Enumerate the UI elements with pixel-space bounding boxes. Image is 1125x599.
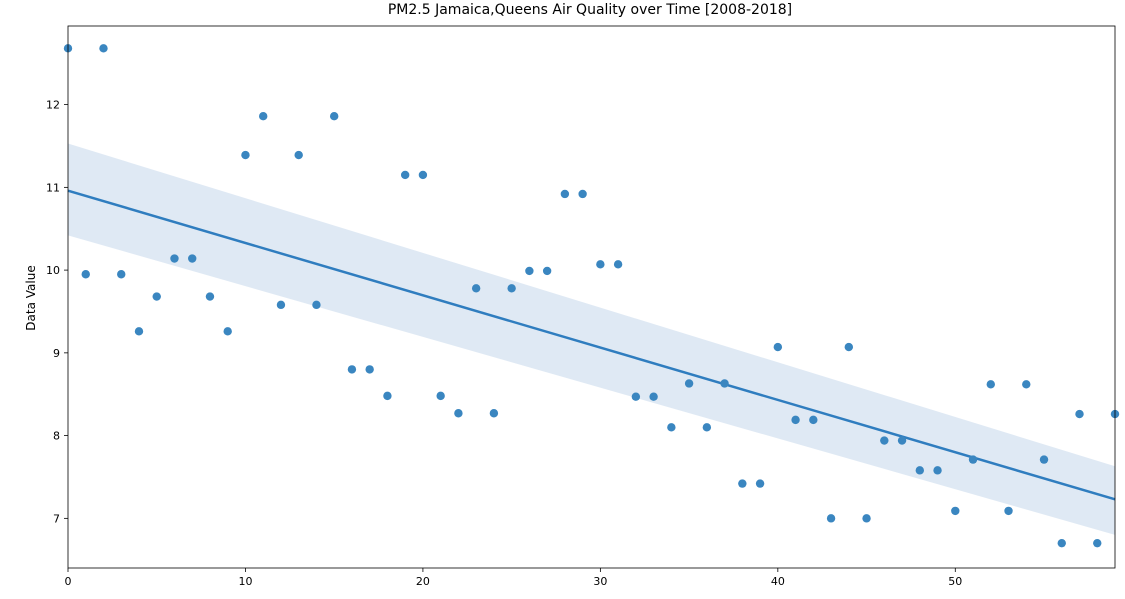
scatter-point [223,327,232,336]
y-tick-label: 7 [53,512,60,525]
chart-title: PM2.5 Jamaica,Queens Air Quality over Ti… [387,2,793,18]
scatter-point [791,415,800,425]
scatter-point [1075,409,1084,419]
scatter-points-layer [63,44,1120,548]
scatter-point [1057,538,1066,548]
confidence-band-layer [68,143,1115,535]
scatter-point [418,170,428,180]
x-tick-label: 50 [948,575,962,588]
scatter-point [596,260,605,269]
scatter-point [347,365,357,374]
scatter-point [436,391,445,401]
scatter-point [720,379,729,388]
scatter-point [613,260,623,269]
scatter-point [986,380,995,389]
scatter-point [915,466,924,475]
scatter-point [649,392,658,401]
scatter-point [1022,380,1031,389]
scatter-point [170,254,179,263]
y-tick-label: 9 [53,347,60,360]
regression-line [67,189,1116,501]
scatter-point [117,270,126,279]
scatter-point [880,436,889,445]
scatter-point [507,284,516,293]
scatter-point [400,170,410,180]
scatter-point [454,409,463,418]
scatter-point [294,150,303,160]
scatter-point [951,506,960,516]
scatter-point [365,365,374,374]
scatter-point [933,466,942,475]
scatter-point [631,392,641,401]
scatter-point [152,292,161,301]
x-tick-label: 20 [416,575,430,588]
scatter-point [684,379,694,388]
scatter-point [525,266,534,276]
scatter-point [809,415,818,425]
y-tick-label: 11 [46,181,60,194]
scatter-point [968,455,978,464]
scatter-point [329,111,339,121]
axes-layer: 0 10 20 30 40 50 7 8 9 10 11 12 [46,25,1116,588]
scatter-point [276,300,286,310]
scatter-point [844,342,854,352]
axes-frame [67,25,1116,569]
scatter-point [702,423,712,432]
scatter-point [755,479,765,488]
scatter-point [542,266,552,276]
y-tick-label: 8 [53,430,60,443]
scatter-point [897,436,907,445]
x-tick-label: 0 [65,575,72,588]
scatter-point [560,189,570,199]
scatter-point [188,254,197,263]
scatter-point [205,292,215,301]
scatter-point [826,514,836,523]
scatter-point [471,284,481,293]
scatter-point [578,189,587,199]
scatter-point [738,479,747,488]
regression-line-layer [67,189,1116,501]
scatter-point [241,150,250,160]
y-tick-label: 10 [46,264,60,277]
scatter-point [1039,455,1049,464]
scatter-point [312,300,321,310]
scatter-point [383,391,392,401]
scatter-point [1004,506,1013,516]
scatter-point [489,409,499,418]
scatter-point [667,423,676,432]
scatter-point [99,44,108,53]
x-tick-label: 40 [771,575,785,588]
scatter-point [773,342,783,352]
scatter-point [134,327,144,336]
y-tick-label: 12 [46,99,60,112]
scatter-point [81,270,90,279]
x-tick-label: 30 [593,575,607,588]
x-tick-label: 10 [238,575,252,588]
scatter-point [862,514,871,523]
scatter-point [1093,538,1102,548]
scatter-point [259,111,268,121]
confidence-band [68,143,1115,535]
